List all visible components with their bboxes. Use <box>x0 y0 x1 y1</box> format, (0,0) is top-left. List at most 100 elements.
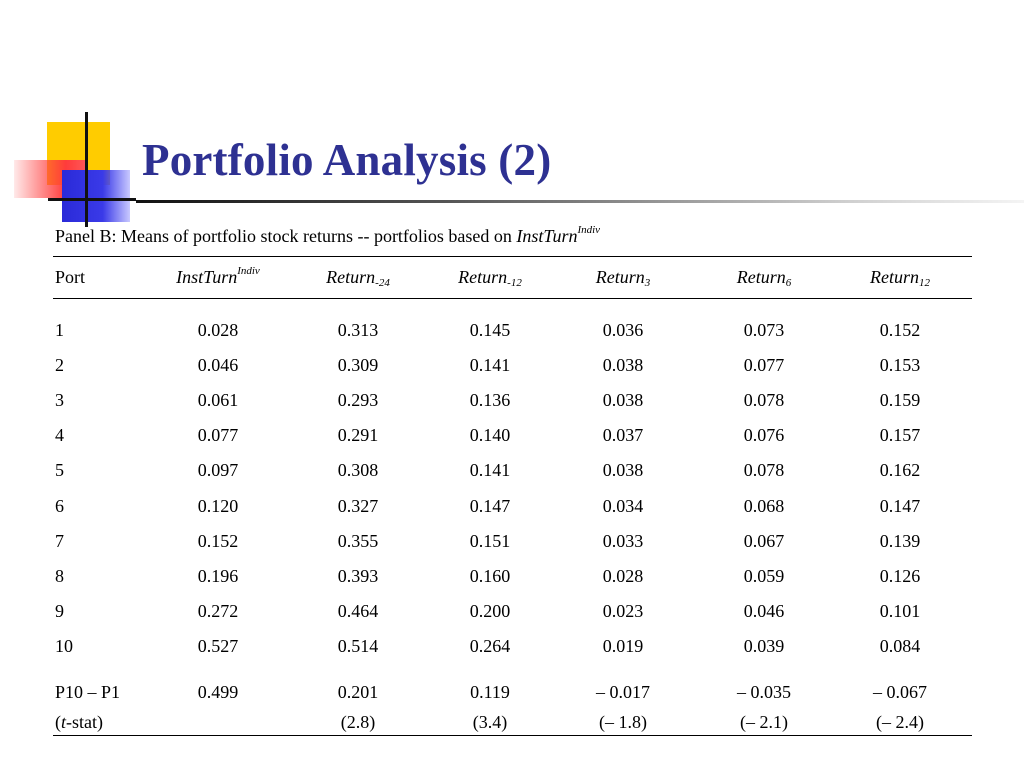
table-cell: 0.036 <box>602 320 644 340</box>
tstat-label-italic: t <box>61 712 67 732</box>
table-cell: 0.160 <box>469 566 511 586</box>
table-cell: 0.196 <box>197 566 239 586</box>
table-row-port-label: 5 <box>55 460 64 480</box>
header-instturn: InstTurnIndiv <box>168 265 268 288</box>
header-return-sub: 12 <box>919 277 930 289</box>
table-cell: 0.078 <box>743 460 785 480</box>
diff-row-cell: 0.119 <box>470 682 510 702</box>
diff-row-cell: – 0.017 <box>596 682 650 702</box>
table-row-port-label: 4 <box>55 425 64 445</box>
title-underline <box>136 200 1024 203</box>
table-cell: 0.527 <box>197 636 239 656</box>
panel-caption-variable: InstTurn <box>516 226 578 246</box>
table-cell: 0.200 <box>469 601 511 621</box>
table-cell: 0.141 <box>469 355 511 375</box>
table-cell: 0.028 <box>602 566 644 586</box>
header-return-label: Return <box>458 267 508 287</box>
table-cell: 0.068 <box>743 496 785 516</box>
table-cell: 0.140 <box>469 425 511 445</box>
decorative-logo-blocks <box>0 0 160 240</box>
tstat-label-pre: ( <box>55 712 61 732</box>
table-cell: 0.126 <box>879 566 921 586</box>
diff-row-cell: 0.499 <box>197 682 239 702</box>
header-return-m12: Return-12 <box>442 267 538 289</box>
table-cell: 0.061 <box>197 390 239 410</box>
header-instturn-sup: Indiv <box>237 265 260 277</box>
diff-row-cell: – 0.035 <box>737 682 791 702</box>
header-return-sub: 6 <box>785 277 792 289</box>
table-cell: 0.464 <box>337 601 379 621</box>
table-top-rule <box>53 256 972 257</box>
panel-caption-superscript: Indiv <box>577 224 601 236</box>
table-cell: 0.019 <box>602 636 644 656</box>
table-cell: 0.028 <box>197 320 239 340</box>
table-cell: 0.141 <box>469 460 511 480</box>
table-cell: 0.084 <box>879 636 921 656</box>
table-cell: 0.038 <box>602 390 644 410</box>
header-return-sub: -12 <box>507 277 522 289</box>
table-cell: 0.162 <box>879 460 921 480</box>
tstat-cell: (2.8) <box>340 712 376 732</box>
table-cell: 0.355 <box>337 531 379 551</box>
tstat-cell: (3.4) <box>472 712 508 732</box>
table-cell: 0.153 <box>879 355 921 375</box>
vertical-line-decoration <box>85 112 88 227</box>
header-return-label: Return <box>736 267 786 287</box>
table-cell: 0.037 <box>602 425 644 445</box>
table-cell: 0.077 <box>197 425 239 445</box>
header-instturn-label: InstTurn <box>176 267 238 287</box>
table-cell: 0.327 <box>337 496 379 516</box>
table-cell: 0.393 <box>337 566 379 586</box>
table-cell: 0.039 <box>743 636 785 656</box>
table-cell: 0.152 <box>879 320 921 340</box>
table-row-port-label: 1 <box>55 320 64 340</box>
table-row-port-label: 7 <box>55 531 64 551</box>
tstat-label-post: -stat) <box>66 712 103 732</box>
table-cell: 0.264 <box>469 636 511 656</box>
table-cell: 0.136 <box>469 390 511 410</box>
table-cell: 0.034 <box>602 496 644 516</box>
slide-title: Portfolio Analysis (2) <box>142 135 552 185</box>
table-cell: 0.101 <box>879 601 921 621</box>
table-cell: 0.157 <box>879 425 921 445</box>
diff-row-label: P10 – P1 <box>55 682 121 702</box>
table-row-port-label: 2 <box>55 355 64 375</box>
table-cell: 0.059 <box>743 566 785 586</box>
table-header-rule <box>53 298 972 299</box>
table-row-port-label: 10 <box>55 636 73 656</box>
horizontal-line-decoration <box>48 198 136 201</box>
table-cell: 0.308 <box>337 460 379 480</box>
tstat-cell: (– 2.1) <box>740 712 788 732</box>
table-cell: 0.147 <box>469 496 511 516</box>
table-cell: 0.076 <box>743 425 785 445</box>
table-cell: 0.046 <box>197 355 239 375</box>
header-return-m24: Return-24 <box>310 267 406 289</box>
table-cell: 0.078 <box>743 390 785 410</box>
table-cell: 0.139 <box>879 531 921 551</box>
table-row-port-label: 9 <box>55 601 64 621</box>
tstat-row-label: (t-stat) <box>55 712 103 733</box>
table-cell: 0.152 <box>197 531 239 551</box>
header-return-label: Return <box>326 267 376 287</box>
table-cell: 0.038 <box>602 460 644 480</box>
table-cell: 0.073 <box>743 320 785 340</box>
table-cell: 0.313 <box>337 320 379 340</box>
table-cell: 0.293 <box>337 390 379 410</box>
header-return-label: Return <box>595 267 645 287</box>
table-cell: 0.151 <box>469 531 511 551</box>
table-cell: 0.046 <box>743 601 785 621</box>
table-cell: 0.145 <box>469 320 511 340</box>
table-cell: 0.159 <box>879 390 921 410</box>
header-return-sub: 3 <box>644 277 651 289</box>
panel-caption-text: Panel B: Means of portfolio stock return… <box>55 226 517 246</box>
blue-square-decoration <box>62 170 130 222</box>
table-cell: 0.067 <box>743 531 785 551</box>
table-bottom-rule <box>53 735 972 736</box>
panel-caption: Panel B: Means of portfolio stock return… <box>55 224 601 247</box>
table-row-port-label: 8 <box>55 566 64 586</box>
table-cell: 0.023 <box>602 601 644 621</box>
header-return-label: Return <box>870 267 919 287</box>
table-row-port-label: 3 <box>55 390 64 410</box>
table-row-port-label: 6 <box>55 496 64 516</box>
table-cell: 0.147 <box>879 496 921 516</box>
